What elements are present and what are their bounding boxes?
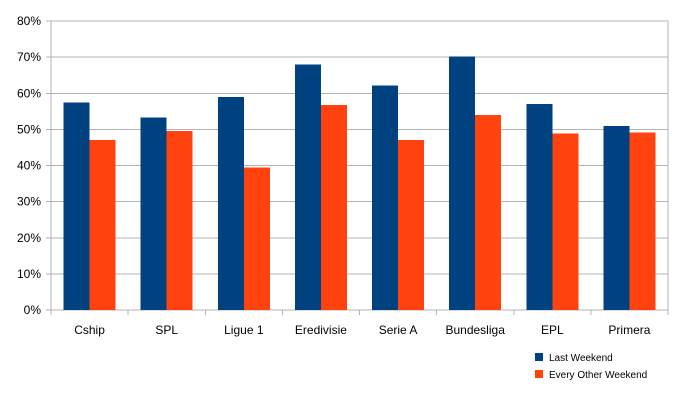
x-tick-label: Ligue 1 xyxy=(224,323,264,337)
legend-label: Every Other Weekend xyxy=(549,370,647,381)
x-tick-label: EPL xyxy=(541,323,564,337)
y-tick-label: 0% xyxy=(24,303,42,317)
legend-label: Last Weekend xyxy=(549,353,613,364)
bar-last-weekend xyxy=(526,104,553,311)
x-axis: Cship SPL Ligue 1 Eredivisie Serie A Bundesli… xyxy=(50,310,669,337)
bar-every-other-weekend xyxy=(629,132,656,310)
x-tick-label: Primera xyxy=(608,323,650,337)
x-tick-label: Eredivisie xyxy=(295,323,347,337)
y-tick-label: 50% xyxy=(17,122,41,136)
bar-last-weekend xyxy=(63,102,90,310)
bar-every-other-weekend xyxy=(475,114,502,310)
x-tick-label: Cship xyxy=(74,323,105,337)
x-tick-label: Serie A xyxy=(379,323,418,337)
y-tick-label: 30% xyxy=(17,195,41,209)
y-tick-label: 10% xyxy=(17,267,41,281)
y-axis: 0% 10% 20% 30% 40% 50% 60% 70% 80% xyxy=(17,14,51,317)
bar-every-other-weekend xyxy=(166,130,193,310)
legend-swatch xyxy=(535,353,543,361)
legend-swatch xyxy=(535,370,543,378)
bar-last-weekend xyxy=(603,125,630,310)
legend: Last Weekend Every Other Weekend xyxy=(535,353,647,381)
bar-every-other-weekend xyxy=(552,133,579,310)
bar-last-weekend xyxy=(372,85,399,311)
y-tick-label: 40% xyxy=(17,159,41,173)
bar-every-other-weekend xyxy=(89,140,116,310)
bars xyxy=(63,56,656,311)
y-tick-label: 60% xyxy=(17,86,41,100)
y-tick-label: 20% xyxy=(17,231,41,245)
bar-every-other-weekend xyxy=(320,104,347,310)
x-tick-label: Bundesliga xyxy=(445,323,505,337)
y-tick-label: 80% xyxy=(17,14,41,28)
bar-last-weekend xyxy=(449,56,476,311)
bar-last-weekend xyxy=(140,117,167,310)
x-tick-label: SPL xyxy=(155,323,178,337)
y-tick-label: 70% xyxy=(17,50,41,64)
bar-last-weekend xyxy=(294,64,321,311)
bar-last-weekend xyxy=(217,96,244,310)
bar-every-other-weekend xyxy=(398,140,425,310)
bar-every-other-weekend xyxy=(243,167,270,310)
